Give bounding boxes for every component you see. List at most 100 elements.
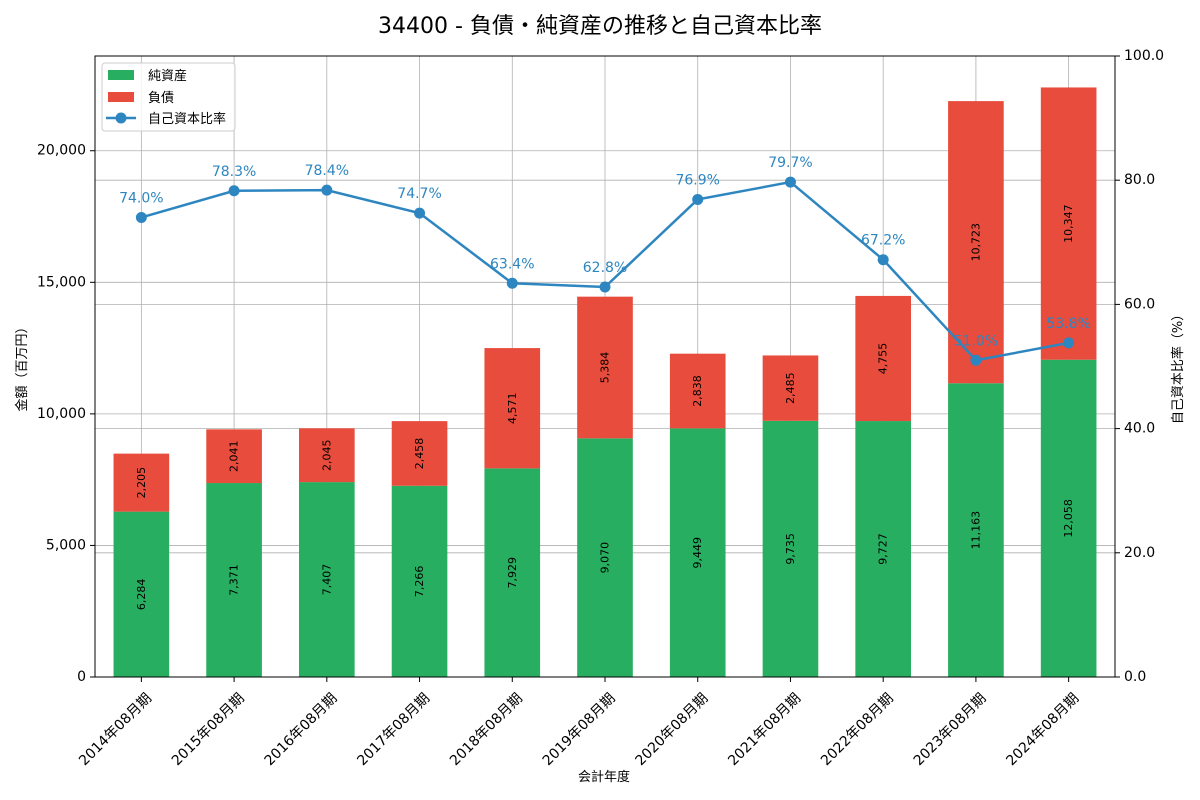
x-tick-label: 2020年08月期 [633, 690, 712, 769]
ratio-label: 79.7% [768, 155, 812, 171]
y-tick-label: 20,000 [37, 143, 86, 159]
ratio-label: 53.8% [1046, 316, 1090, 332]
x-tick-label: 2018年08月期 [447, 690, 526, 769]
legend-swatch-ratio-marker [115, 112, 127, 124]
y2-tick-label: 80.0 [1124, 172, 1155, 188]
ratio-point [877, 254, 889, 266]
y-tick-label: 0 [77, 669, 86, 685]
ratio-point [414, 207, 426, 219]
y2-tick-label: 100.0 [1124, 48, 1164, 64]
bar-label-net-assets: 7,371 [228, 564, 241, 596]
ratio-point [970, 354, 982, 366]
bar-label-net-assets: 9,735 [784, 533, 797, 565]
bar-liabilities [299, 428, 355, 483]
ratio-point [784, 176, 796, 188]
y-axis-title: 金額（百万円） [14, 320, 30, 411]
bar-liabilities [391, 421, 448, 486]
ratio-line: 74.0% 78.3% 78.4% 74.7% 63.4% 62.8% 76.9% 79.7%… [119, 155, 1091, 366]
y2-tick-label: 60.0 [1124, 296, 1155, 312]
bar-label-liabilities: 2,045 [320, 439, 333, 471]
bar-liabilities [577, 296, 633, 439]
ratio-label: 67.2% [861, 233, 905, 249]
bar-liabilities [113, 453, 170, 512]
ratio-label: 63.4% [490, 256, 534, 272]
bar-label-liabilities: 4,571 [506, 392, 519, 424]
ratio-label: 74.0% [119, 190, 163, 206]
y-tick-label: 10,000 [37, 406, 86, 422]
bar-liabilities [669, 353, 726, 429]
ratio-point [506, 277, 518, 289]
bar-net-assets [113, 511, 170, 677]
bar-net-assets [391, 485, 448, 677]
bar-label-net-assets: 12,058 [1062, 499, 1075, 538]
legend-swatch-liabilities [108, 92, 134, 102]
bar-liabilities [855, 295, 911, 422]
legend-swatch-net-assets [108, 70, 134, 80]
legend-label-liabilities: 負債 [148, 91, 174, 106]
legend-label-ratio: 自己資本比率 [148, 111, 226, 127]
bar-label-liabilities: 4,755 [877, 343, 890, 375]
bar-label-liabilities: 2,838 [691, 375, 704, 407]
x-tick-label: 2022年08月期 [818, 690, 897, 769]
bar-net-assets [948, 383, 1004, 677]
y2-tick-label: 20.0 [1124, 545, 1155, 561]
x-tick-label: 2021年08月期 [725, 690, 804, 769]
ratio-label: 62.8% [583, 260, 627, 276]
x-axis-title: 会計年度 [578, 769, 630, 785]
bar-liabilities [762, 355, 819, 421]
x-tick-label: 2019年08月期 [540, 690, 619, 769]
y2-tick-label: 0.0 [1124, 669, 1146, 685]
legend-label-net-assets: 純資産 [148, 68, 187, 84]
bar-label-liabilities: 2,458 [413, 438, 426, 470]
bar-label-net-assets: 9,070 [599, 542, 612, 574]
bar-net-assets [762, 420, 819, 677]
y-tick-label: 5,000 [46, 537, 86, 553]
bar-liabilities [948, 101, 1004, 384]
bar-label-net-assets: 7,929 [506, 557, 519, 589]
bar-liabilities [1040, 87, 1097, 360]
bar-label-net-assets: 7,407 [320, 564, 333, 596]
bar-label-liabilities: 2,205 [135, 467, 148, 499]
ratio-label: 78.3% [212, 164, 256, 180]
bar-net-assets [577, 438, 633, 677]
ratio-point [321, 184, 333, 196]
x-tick-label: 2015年08月期 [169, 690, 248, 769]
bar-label-liabilities: 2,485 [784, 372, 797, 404]
y2-axis-title: 自己資本比率（%） [1170, 308, 1186, 424]
ratio-point [135, 211, 147, 223]
bar-label-net-assets: 9,727 [877, 533, 890, 565]
bar-label-net-assets: 6,284 [135, 579, 148, 611]
bar-net-assets [855, 421, 911, 677]
bar-liabilities [206, 429, 262, 484]
x-tick-label: 2023年08月期 [911, 690, 990, 769]
ratio-point [228, 185, 240, 197]
ratio-point [599, 281, 611, 293]
bar-label-liabilities: 2,041 [228, 440, 241, 472]
bar-label-net-assets: 7,266 [413, 566, 426, 598]
bar-label-liabilities: 10,723 [969, 223, 982, 261]
chart-title: 34400 - 負債・純資産の推移と自己資本比率 [378, 14, 822, 39]
bar-net-assets [206, 483, 262, 677]
legend: 純資産 負債 自己資本比率 [101, 62, 236, 132]
bar-net-assets [484, 468, 541, 677]
y2-tick-label: 40.0 [1124, 421, 1155, 437]
bar-liabilities [484, 348, 541, 469]
bar-label-net-assets: 11,163 [969, 511, 982, 550]
ratio-label: 51.0% [954, 333, 998, 349]
ratio-label: 76.9% [675, 172, 719, 188]
bar-label-liabilities: 5,384 [599, 352, 612, 384]
ratio-label: 78.4% [305, 163, 349, 179]
x-tick-label: 2016年08月期 [262, 690, 341, 769]
legend-frame [101, 62, 236, 132]
bar-net-assets [1040, 359, 1097, 677]
x-tick-label: 2024年08月期 [1003, 690, 1082, 769]
ratio-point [692, 193, 704, 205]
y-tick-label: 15,000 [37, 274, 86, 290]
bar-label-liabilities: 10,347 [1062, 204, 1075, 243]
bar-net-assets [299, 482, 355, 677]
bar-net-assets [669, 428, 726, 677]
ratio-point [1063, 337, 1075, 349]
x-tick-label: 2014年08月期 [76, 690, 155, 769]
ratio-label: 74.7% [397, 186, 441, 202]
